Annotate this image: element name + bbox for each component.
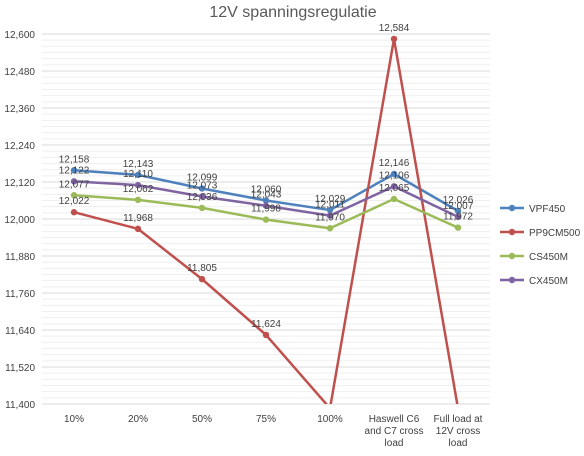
data-point xyxy=(198,204,206,212)
data-point xyxy=(262,202,270,209)
data-point xyxy=(70,192,78,199)
x-tick-label: 20% xyxy=(128,414,148,425)
legend-item: VPF450 xyxy=(500,204,566,215)
y-tick-label: 11,760 xyxy=(5,289,35,300)
legend: VPF450 PP9CM500 CS450M CX450M xyxy=(500,204,581,287)
legend-marker xyxy=(508,252,516,260)
data-point xyxy=(390,195,398,203)
data-point xyxy=(326,225,334,232)
data-point xyxy=(454,207,462,215)
data-label: 11,970 xyxy=(315,212,345,223)
x-tick-label: 50% xyxy=(192,414,212,425)
y-tick-label: 11,520 xyxy=(5,363,35,374)
x-tick-label: 100% xyxy=(317,414,343,425)
data-point xyxy=(134,225,142,233)
data-point xyxy=(390,35,398,43)
y-tick-label: 12,000 xyxy=(4,215,35,226)
data-label: 12,007 xyxy=(443,201,474,212)
chart-title: 12V spanningsregulatie xyxy=(209,4,376,21)
data-label: 11,968 xyxy=(123,213,153,224)
legend-label: VPF450 xyxy=(529,204,566,215)
data-point xyxy=(198,275,206,283)
series-cx450m xyxy=(70,178,462,221)
data-label: 12,143 xyxy=(123,159,154,170)
data-point xyxy=(262,331,270,339)
data-label: 12,146 xyxy=(379,158,410,169)
data-label: 11,805 xyxy=(187,263,217,274)
data-label: 11,624 xyxy=(251,319,281,330)
data-point xyxy=(262,216,270,223)
y-tick-label: 11,400 xyxy=(5,400,35,411)
data-label: 12,011 xyxy=(315,200,345,211)
data-label: 11,972 xyxy=(443,212,473,223)
data-label: 12,022 xyxy=(59,196,90,207)
data-label: 12,122 xyxy=(59,165,90,176)
series-pp9cm500 xyxy=(70,35,459,404)
legend-item: PP9CM500 xyxy=(500,228,581,239)
x-tick-label: 10% xyxy=(64,414,84,425)
y-tick-label: 11,880 xyxy=(5,252,35,263)
data-point xyxy=(134,181,142,189)
data-point xyxy=(198,185,206,192)
y-tick-label: 12,480 xyxy=(4,67,35,78)
series-vpf450 xyxy=(70,167,462,215)
legend-label: CS450M xyxy=(529,252,568,263)
data-label: 12,158 xyxy=(59,154,90,165)
series-lines xyxy=(70,35,462,404)
y-tick-label: 12,120 xyxy=(4,178,35,189)
y-tick-label: 12,360 xyxy=(4,104,35,115)
data-point xyxy=(262,197,270,204)
data-point xyxy=(454,213,462,221)
data-label: 12,060 xyxy=(251,185,282,196)
legend-marker xyxy=(508,276,516,284)
legend-label: PP9CM500 xyxy=(529,228,581,239)
data-label: 12,073 xyxy=(187,180,218,191)
data-point xyxy=(134,171,142,179)
data-point xyxy=(326,206,334,214)
x-axis-ticks: 10% 20% 50% 75% 100% Haswell C6 and C7 cross lo… xyxy=(64,414,483,449)
data-point xyxy=(70,209,78,216)
data-point xyxy=(326,212,334,219)
x-tick-label: Haswell C6 and C7 cross load xyxy=(365,414,424,449)
series-cs450m xyxy=(70,192,462,232)
data-label: 12,110 xyxy=(123,169,153,180)
data-point xyxy=(70,178,78,185)
data-point xyxy=(134,196,142,204)
data-label: 12,062 xyxy=(123,184,154,195)
y-axis-ticks: 11,400 11,520 11,640 11,760 11,880 12,000 12,1… xyxy=(4,30,35,411)
data-label: 12,043 xyxy=(251,190,282,201)
data-label: 12,065 xyxy=(379,183,410,194)
y-tick-label: 12,240 xyxy=(4,141,35,152)
data-label: 12,077 xyxy=(59,179,90,190)
legend-item: CX450M xyxy=(500,276,568,287)
data-labels: 12,158 12,143 12,099 12,060 12,029 12,146 12,0… xyxy=(59,23,474,330)
legend-item: CS450M xyxy=(500,252,568,263)
data-label: 12,029 xyxy=(315,194,346,205)
y-tick-label: 12,600 xyxy=(4,30,35,41)
data-label: 12,099 xyxy=(187,172,218,183)
data-label: 12,106 xyxy=(379,170,410,181)
data-point xyxy=(198,193,206,200)
data-label: 12,584 xyxy=(379,23,410,34)
data-point xyxy=(390,170,398,178)
data-label: 11,998 xyxy=(251,204,281,215)
y-tick-label: 11,640 xyxy=(5,326,35,337)
legend-marker xyxy=(508,228,516,236)
gridlines xyxy=(42,33,490,405)
data-label: 12,026 xyxy=(443,195,474,206)
data-point xyxy=(454,224,462,231)
x-tick-label: 75% xyxy=(256,414,276,425)
data-point xyxy=(390,183,398,190)
data-label: 12,036 xyxy=(187,192,218,203)
x-tick-label: Full load at 12V cross load xyxy=(434,414,483,449)
data-point xyxy=(70,167,78,174)
legend-label: CX450M xyxy=(529,276,568,287)
legend-marker xyxy=(508,204,516,212)
